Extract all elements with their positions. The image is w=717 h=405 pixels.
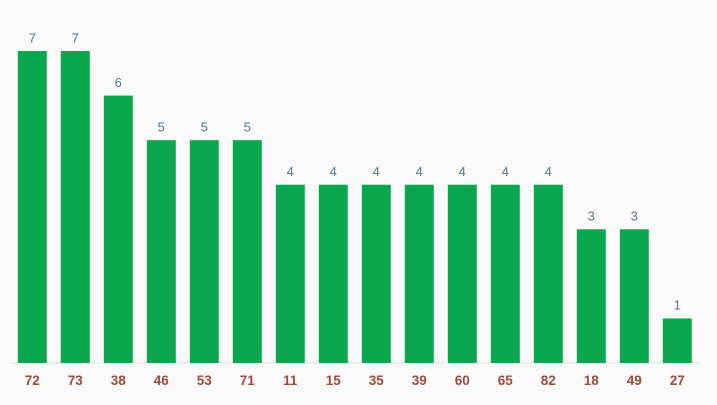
svg-text:73: 73 — [68, 373, 84, 388]
svg-text:5: 5 — [158, 119, 165, 134]
svg-text:38: 38 — [111, 373, 127, 388]
svg-text:1: 1 — [674, 298, 681, 313]
svg-text:4: 4 — [330, 164, 337, 179]
svg-text:5: 5 — [244, 119, 251, 134]
svg-text:60: 60 — [455, 373, 470, 388]
svg-text:27: 27 — [670, 373, 685, 388]
svg-text:71: 71 — [240, 373, 256, 388]
svg-text:4: 4 — [416, 164, 423, 179]
svg-text:6: 6 — [115, 75, 122, 90]
svg-text:3: 3 — [588, 209, 595, 224]
svg-text:15: 15 — [326, 373, 342, 388]
svg-text:39: 39 — [412, 373, 427, 388]
svg-text:72: 72 — [25, 373, 40, 388]
svg-text:53: 53 — [197, 373, 213, 388]
svg-text:35: 35 — [369, 373, 385, 388]
svg-text:4: 4 — [373, 164, 380, 179]
svg-text:4: 4 — [502, 164, 509, 179]
svg-text:4: 4 — [545, 164, 552, 179]
svg-text:18: 18 — [584, 373, 600, 388]
svg-text:65: 65 — [498, 373, 514, 388]
svg-text:4: 4 — [287, 164, 294, 179]
svg-text:82: 82 — [541, 373, 556, 388]
svg-text:11: 11 — [283, 373, 298, 388]
svg-text:5: 5 — [201, 119, 208, 134]
svg-text:7: 7 — [29, 30, 36, 45]
svg-text:4: 4 — [459, 164, 466, 179]
svg-text:46: 46 — [154, 373, 170, 388]
svg-text:3: 3 — [631, 209, 638, 224]
svg-text:7: 7 — [72, 30, 79, 45]
svg-text:49: 49 — [627, 373, 642, 388]
